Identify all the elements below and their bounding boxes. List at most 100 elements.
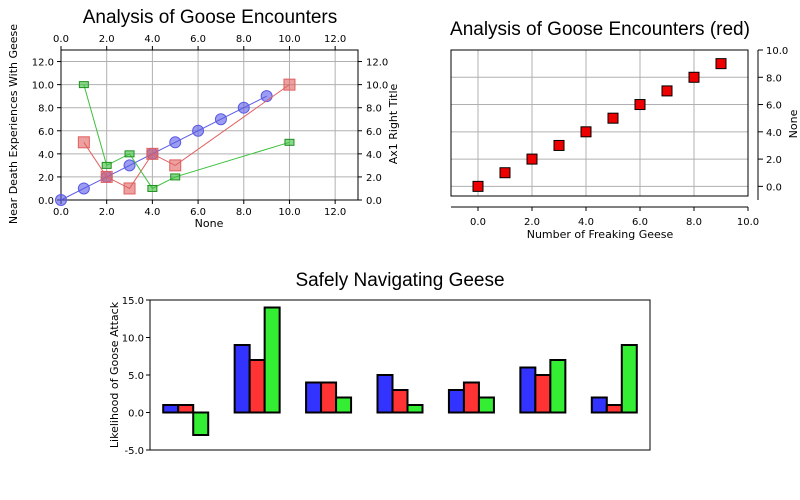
chart2-y-label: None — [787, 109, 800, 138]
chart1-y-tick-label: 2.0 — [38, 173, 54, 184]
chart1-x-tick-label: 8.0 — [236, 207, 252, 218]
chart1-series-1-point — [55, 194, 67, 206]
chart2-point — [607, 112, 619, 124]
chart3-y-tick-label: 15.0 — [122, 296, 144, 307]
chart1-y2-tick-label: 0.0 — [366, 196, 382, 207]
chart2-point — [661, 85, 673, 97]
chart2-y-tick-label: 0.0 — [766, 182, 782, 193]
chart1-x2-tick-label: 2.0 — [99, 34, 115, 45]
chart1-title: Analysis of Goose Encounters — [83, 7, 338, 28]
chart3-bar-1 — [447, 389, 465, 414]
chart2-y-tick-label: 4.0 — [766, 128, 782, 139]
chart3-bar-2 — [391, 389, 409, 414]
chart3-bar-3 — [335, 396, 353, 414]
chart2-point — [526, 153, 538, 165]
chart1-y-tick-label: 0.0 — [38, 196, 54, 207]
chart3-bar-2 — [462, 381, 480, 414]
goose-encounters-red-chart: Analysis of Goose Encounters (red) Numbe… — [450, 19, 800, 241]
chart1-y2-tick-label: 2.0 — [366, 173, 382, 184]
chart2-x-tick-label: 8.0 — [686, 217, 702, 228]
chart1-series-1-point — [214, 113, 227, 126]
chart1-x-tick-label: 6.0 — [190, 207, 206, 218]
chart1-series-2-point — [146, 147, 159, 160]
chart1-series-3-point — [78, 81, 89, 89]
chart1-x-label: None — [195, 217, 224, 230]
chart3-bar-1 — [233, 344, 251, 414]
chart2-x-tick-label: 4.0 — [578, 217, 594, 228]
chart1-series-1-point — [192, 124, 205, 137]
chart1-x-tick-label: 4.0 — [144, 207, 160, 218]
goose-encounters-chart: Analysis of Goose Encounters None Near D… — [7, 7, 400, 230]
chart1-series-3-point — [170, 173, 181, 181]
chart3-bar-1 — [376, 374, 394, 414]
chart3-bar-2 — [248, 359, 266, 414]
chart1-y2-tick-label: 10.0 — [366, 81, 388, 92]
chart1-y2-tick-label: 6.0 — [366, 127, 382, 138]
chart3-bar-3 — [263, 306, 281, 414]
chart3-bar-3 — [477, 396, 495, 414]
chart2-y-tick-label: 8.0 — [766, 73, 782, 84]
chart1-series-3-point — [124, 150, 135, 158]
chart3-y-label: Likelihood of Goose Attack — [108, 301, 121, 448]
chart2-x-label: Number of Freaking Geese — [527, 228, 674, 241]
chart1-series-3-point — [284, 138, 295, 146]
chart1-x2-tick-label: 12.0 — [324, 34, 346, 45]
chart1-y2-label: Ax1 Right Title — [387, 83, 400, 164]
chart2-x-tick-label: 0.0 — [470, 217, 486, 228]
chart1-series-2-point — [77, 136, 90, 149]
chart1-series-3-point — [101, 161, 112, 169]
chart1-y-label: Near Death Experiences With Geese — [7, 24, 20, 224]
chart1-x-tick-label: 10.0 — [278, 207, 300, 218]
chart2-x-tick-label: 10.0 — [737, 217, 759, 228]
chart2-point — [553, 139, 565, 151]
chart3-y-tick-label: 10.0 — [122, 334, 144, 345]
chart1-x2-tick-label: 4.0 — [144, 34, 160, 45]
chart2-y-tick-label: 2.0 — [766, 155, 782, 166]
chart3-bar-3 — [620, 344, 638, 414]
chart1-series-1-point — [260, 90, 273, 103]
chart3-bar-2 — [534, 374, 552, 414]
chart3-bar-2 — [177, 404, 195, 414]
chart3-bar-1 — [590, 396, 608, 414]
chart1-y2-tick-label: 12.0 — [366, 58, 388, 69]
chart1-series-1-point — [237, 101, 250, 114]
chart1-series-2-point — [100, 170, 113, 183]
chart1-series-3-line — [83, 84, 290, 190]
safely-navigating-geese-chart: Safely Navigating Geese Likelihood of Go… — [108, 270, 651, 457]
chart1-y-tick-label: 8.0 — [38, 104, 54, 115]
chart2-point — [634, 99, 646, 111]
chart1-series-3-point — [147, 184, 158, 192]
chart1-plot-frame — [60, 49, 359, 201]
chart3-plot-frame — [149, 299, 651, 451]
chart3-bar-3 — [549, 359, 567, 414]
chart3-bar-1 — [305, 381, 323, 414]
chart2-y-tick-label: 10.0 — [766, 46, 788, 57]
chart1-series-2-point — [123, 182, 136, 195]
chart3-title: Safely Navigating Geese — [295, 270, 504, 291]
chart2-title: Analysis of Goose Encounters (red) — [450, 19, 750, 40]
chart3-y-tick-label: 5.0 — [128, 371, 144, 382]
chart1-y-tick-label: 12.0 — [32, 58, 54, 69]
chart2-point — [499, 167, 511, 179]
chart2-x-tick-label: 6.0 — [632, 217, 648, 228]
chart3-bar-1 — [519, 366, 537, 414]
chart3-bar-2 — [320, 381, 338, 414]
chart2-y-tick-label: 6.0 — [766, 101, 782, 112]
chart3-bar-3 — [192, 411, 210, 436]
chart1-series-1-point — [123, 159, 136, 172]
chart1-x-tick-label: 0.0 — [53, 207, 69, 218]
chart1-x-tick-label: 12.0 — [324, 207, 346, 218]
chart1-x2-tick-label: 8.0 — [236, 34, 252, 45]
chart2-plot-frame — [450, 49, 749, 197]
chart2-point — [688, 71, 700, 83]
chart1-series-1-point — [77, 182, 90, 195]
chart3-y-tick-label: 0.0 — [128, 409, 144, 420]
chart1-y-tick-label: 4.0 — [38, 150, 54, 161]
chart1-x-tick-label: 2.0 — [99, 207, 115, 218]
chart1-series-1-point — [169, 136, 182, 149]
chart3-bar-2 — [605, 404, 623, 414]
chart1-y2-tick-label: 4.0 — [366, 150, 382, 161]
chart2-x-tick-label: 2.0 — [524, 217, 540, 228]
chart3-bar-1 — [162, 404, 180, 414]
